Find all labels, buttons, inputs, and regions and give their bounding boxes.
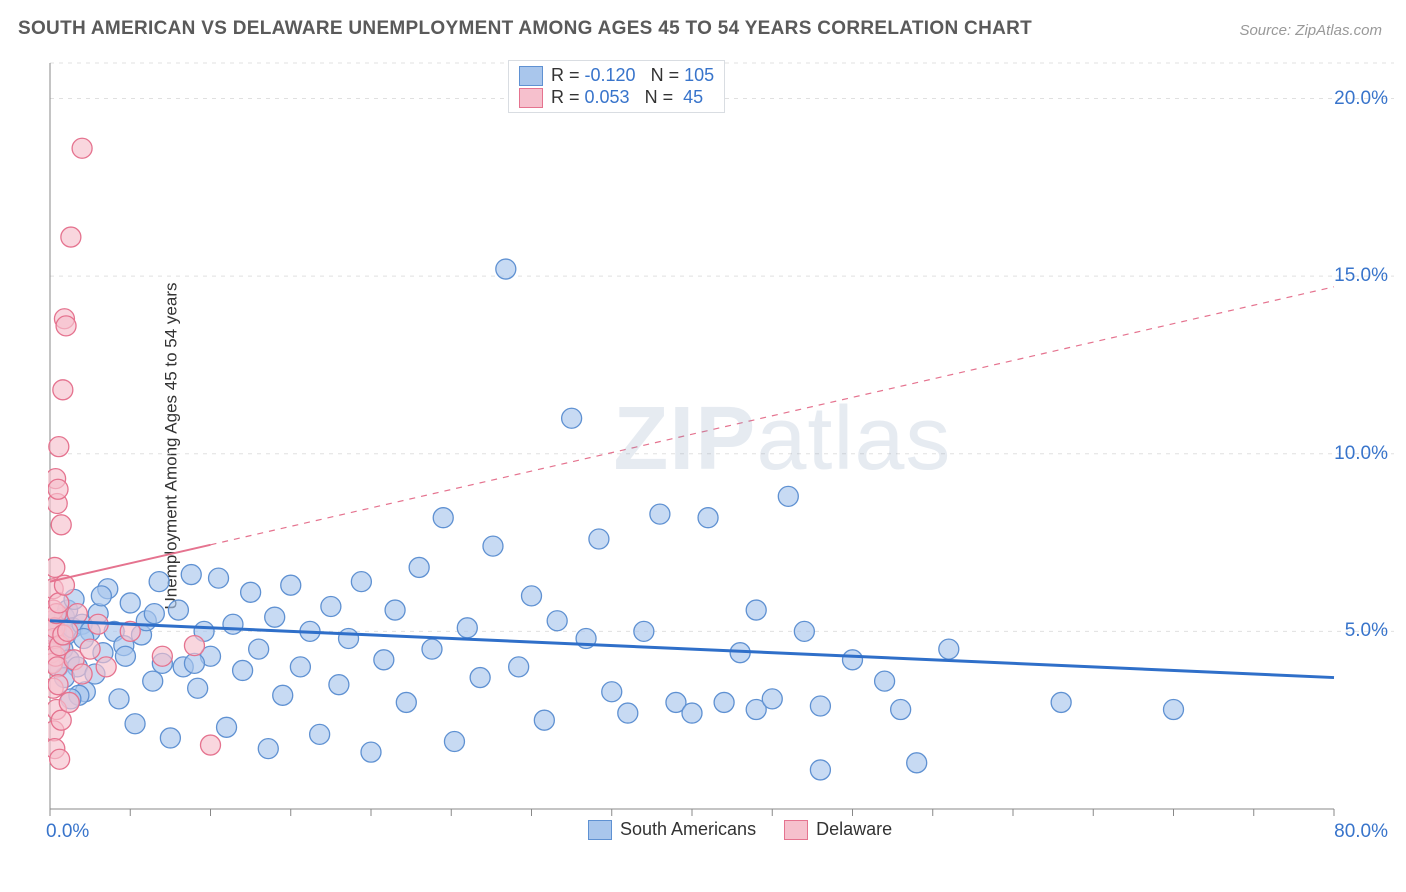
swatch-icon	[519, 66, 543, 86]
scatter-chart: ZIPatlas R = -0.120 N = 105R = 0.053 N =…	[48, 55, 1394, 847]
stats-legend: R = -0.120 N = 105R = 0.053 N = 45	[508, 60, 725, 113]
stats-row: R = -0.120 N = 105	[519, 65, 714, 86]
y-tick: 10.0%	[1334, 443, 1388, 465]
stats-row: R = 0.053 N = 45	[519, 87, 714, 108]
source-attribution: Source: ZipAtlas.com	[1239, 22, 1382, 39]
x-tick-0: 0.0%	[46, 821, 89, 843]
swatch-icon	[588, 820, 612, 840]
legend-item: South Americans	[588, 819, 756, 840]
swatch-icon	[519, 88, 543, 108]
series-legend: South Americans Delaware	[588, 819, 892, 840]
chart-svg	[48, 55, 1394, 847]
y-tick: 15.0%	[1334, 265, 1388, 287]
y-tick: 5.0%	[1345, 620, 1388, 642]
legend-item: Delaware	[784, 819, 892, 840]
legend-label: South Americans	[620, 819, 756, 840]
y-tick: 20.0%	[1334, 88, 1388, 110]
swatch-icon	[784, 820, 808, 840]
chart-title: SOUTH AMERICAN VS DELAWARE UNEMPLOYMENT …	[18, 18, 1032, 40]
x-tick-max: 80.0%	[1334, 821, 1388, 843]
legend-label: Delaware	[816, 819, 892, 840]
